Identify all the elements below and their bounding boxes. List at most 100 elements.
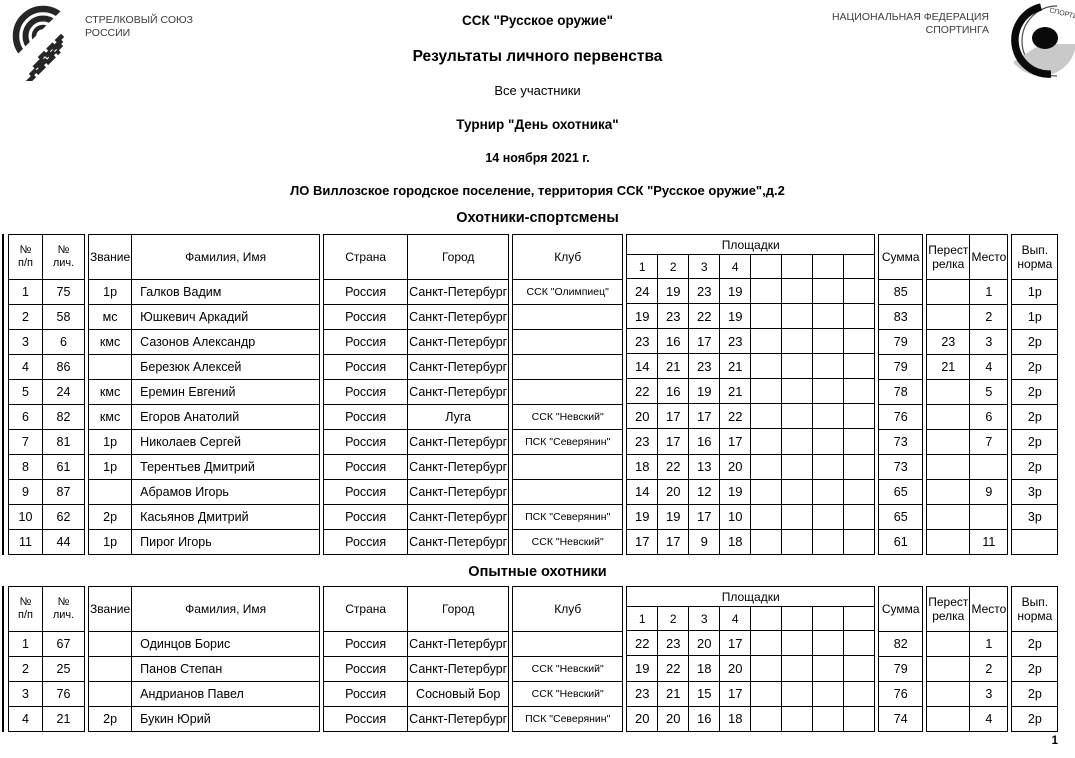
table-row: 1р xyxy=(1011,304,1059,330)
cell-rank: мс xyxy=(87,304,133,330)
col-header-station-5 xyxy=(750,254,783,279)
table-row: 7 81 xyxy=(8,429,85,455)
table-row: 19 23 22 19 xyxy=(626,303,876,330)
section-title-experienced: Опытные охотники xyxy=(468,564,607,580)
col-header-shootoff: Перест релка xyxy=(926,234,971,280)
cell-station-7 xyxy=(812,328,845,355)
table-row: 7 xyxy=(926,429,1009,455)
cell-station-7 xyxy=(812,680,845,707)
cell-rank: 1р xyxy=(87,279,133,305)
cell-shootoff xyxy=(926,504,971,530)
cell-station-8 xyxy=(843,680,876,707)
table-row: 11 xyxy=(926,529,1009,555)
table-row: 3р xyxy=(1011,479,1059,505)
cell-station-1: 22 xyxy=(626,629,659,657)
cell-station-3: 16 xyxy=(688,428,721,455)
cell-norm: 2р xyxy=(1011,379,1059,405)
cell-station-1: 20 xyxy=(626,705,659,733)
cell-place: 3 xyxy=(969,329,1009,355)
cell-country: Россия xyxy=(323,304,409,330)
cell-country: Россия xyxy=(323,354,409,380)
cell-station-7 xyxy=(812,303,845,330)
col-header-place: Место xyxy=(969,586,1009,632)
cell-num: 6 xyxy=(8,404,43,430)
cell-norm: 2р xyxy=(1011,681,1059,707)
table-column-group: Вып. норма 2р 2р 2р 2р xyxy=(1011,586,1059,732)
table-row: 2р xyxy=(1011,379,1059,405)
cell-sum: 65 xyxy=(878,504,924,530)
cell-city: Санкт-Петербург xyxy=(407,304,510,330)
cell-norm: 2р xyxy=(1011,656,1059,682)
table-row: 9 87 xyxy=(8,479,85,505)
cell-norm: 2р xyxy=(1011,429,1059,455)
cell-station-5 xyxy=(750,303,783,330)
cell-rank: 1р xyxy=(87,429,133,455)
table-row xyxy=(512,454,624,480)
col-header-rank: Звание xyxy=(87,234,133,280)
cell-sum: 73 xyxy=(878,429,924,455)
cell-country: Россия xyxy=(323,706,409,732)
cell-city: Санкт-Петербург xyxy=(407,429,510,455)
cell-station-8 xyxy=(843,328,876,355)
cell-station-2: 16 xyxy=(657,328,690,355)
col-header-station-2: 2 xyxy=(657,254,690,279)
table-row: кмс Сазонов Александр xyxy=(87,329,321,355)
col-header-city: Город xyxy=(407,586,510,632)
table-row: 2р Касьянов Дмитрий xyxy=(87,504,321,530)
cell-num: 2 xyxy=(8,304,43,330)
col-header-station-1: 1 xyxy=(626,254,659,279)
cell-station-6 xyxy=(781,403,814,430)
table-row: Россия Сосновый Бор xyxy=(323,681,510,707)
table-row: 6 xyxy=(926,404,1009,430)
col-header-station-6 xyxy=(781,606,814,631)
cell-city: Луга xyxy=(407,404,510,430)
cell-country: Россия xyxy=(323,429,409,455)
table-row: Россия Санкт-Петербург xyxy=(323,329,510,355)
cell-sum: 85 xyxy=(878,279,924,305)
table-row: 82 xyxy=(878,631,924,657)
cell-place xyxy=(969,454,1009,480)
left-org-line2: РОССИИ xyxy=(85,27,131,39)
table-row: Одинцов Борис xyxy=(87,631,321,657)
col-header-place: Место xyxy=(969,234,1009,280)
cell-shootoff xyxy=(926,479,971,505)
table-row: 4 21 xyxy=(8,706,85,732)
cell-shootoff xyxy=(926,279,971,305)
table-row: 1р Галков Вадим xyxy=(87,279,321,305)
col-header-name: Фамилия, Имя xyxy=(131,234,321,280)
cell-station-2: 20 xyxy=(657,478,690,505)
table-row: кмс Егоров Анатолий xyxy=(87,404,321,430)
table-row: 2р xyxy=(1011,329,1059,355)
cell-station-8 xyxy=(843,655,876,682)
right-org-line2: СПОРТИНГА xyxy=(925,24,989,36)
report-title: Результаты личного первенства xyxy=(412,48,663,65)
cell-rank: 1р xyxy=(87,529,133,555)
cell-station-7 xyxy=(812,428,845,455)
cell-city: Санкт-Петербург xyxy=(407,279,510,305)
cell-id: 21 xyxy=(42,706,85,732)
cell-place: 4 xyxy=(969,706,1009,732)
cell-rank: 1р xyxy=(87,454,133,480)
table-row: 5 24 xyxy=(8,379,85,405)
cell-station-1: 20 xyxy=(626,403,659,430)
cell-club xyxy=(512,354,624,380)
table-row: 23 16 17 23 xyxy=(626,328,876,355)
table-row: 1 xyxy=(926,631,1009,657)
table-row: ПСК "Северянин" xyxy=(512,504,624,530)
col-header-station-3: 3 xyxy=(688,254,721,279)
cell-sum: 82 xyxy=(878,631,924,657)
cell-place: 1 xyxy=(969,279,1009,305)
cell-station-5 xyxy=(750,428,783,455)
cell-num: 3 xyxy=(8,329,43,355)
table-row: Россия Санкт-Петербург xyxy=(323,454,510,480)
table-row xyxy=(926,454,1009,480)
cell-norm: 2р xyxy=(1011,454,1059,480)
table-column-group: Перест релка Место 1 2 3 4 xyxy=(926,586,1009,732)
cell-name: Букин Юрий xyxy=(131,706,321,732)
cell-station-5 xyxy=(750,453,783,480)
table-row: ССК "Невский" xyxy=(512,404,624,430)
cell-num: 9 xyxy=(8,479,43,505)
table-row: ПСК "Северянин" xyxy=(512,706,624,732)
cell-station-4: 19 xyxy=(719,277,752,305)
cell-club: ПСК "Северянин" xyxy=(512,504,624,530)
